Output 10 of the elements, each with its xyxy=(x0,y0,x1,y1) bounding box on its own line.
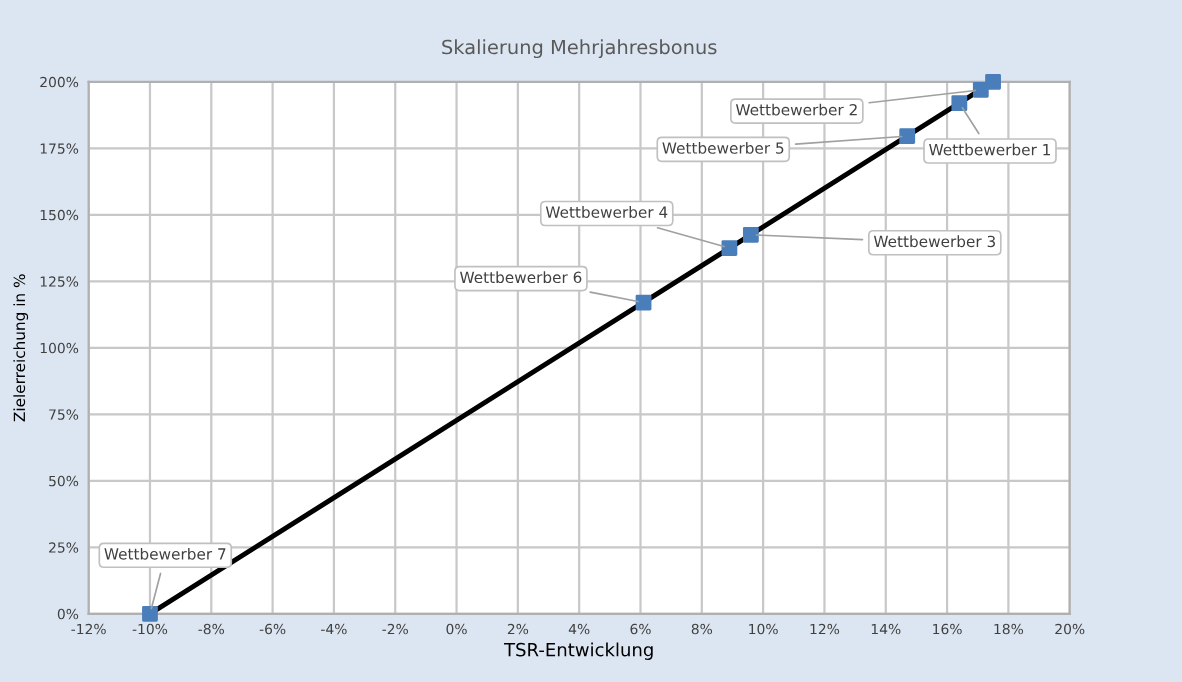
point xyxy=(985,73,1001,90)
point xyxy=(972,81,989,98)
point xyxy=(899,128,916,144)
x-axis-title: TSR-Entwicklung xyxy=(503,642,653,660)
point xyxy=(721,240,738,256)
point xyxy=(742,226,759,243)
point xyxy=(635,294,652,311)
point xyxy=(142,605,158,622)
point xyxy=(951,95,968,112)
chart-title: Skalierung Mehrjahresbonus xyxy=(442,39,717,59)
